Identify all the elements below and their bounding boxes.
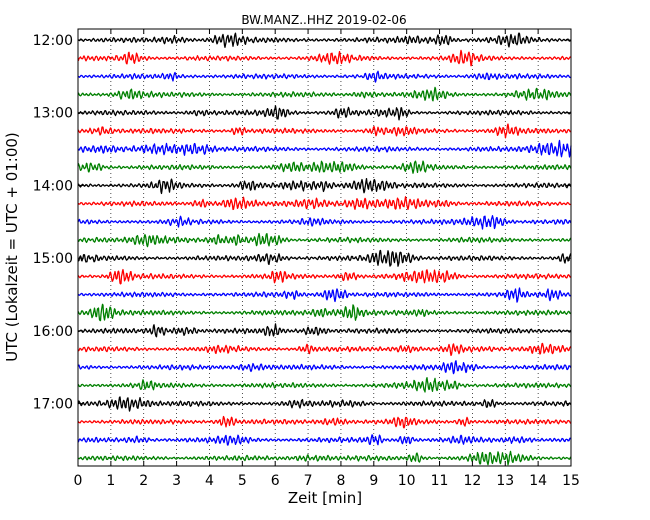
x-tick-label: 9 [369, 473, 378, 489]
y-tick-label: 13:00 [33, 106, 73, 122]
trace-line-1500 [77, 249, 572, 267]
x-tick-label: 3 [172, 473, 181, 489]
x-tick-label: 1 [106, 473, 115, 489]
trace-line-1430 [77, 215, 572, 230]
trace-line-1415 [77, 196, 572, 211]
x-axis-ticks: 0 1 2 3 4 5 6 7 8 9 10 11 12 13 14 15 [74, 29, 580, 489]
y-tick-label: 14:00 [33, 178, 73, 194]
x-tick-label: 12 [463, 473, 481, 489]
y-tick-label: 12:00 [33, 33, 73, 49]
trace-line-1230 [77, 70, 572, 83]
trace-line-1315 [77, 123, 572, 139]
trace-line-1730 [77, 434, 572, 446]
x-tick-label: 2 [139, 473, 148, 489]
trace-line-1615 [77, 342, 572, 357]
grid-lines [110, 29, 539, 466]
trace-line-1745 [77, 450, 572, 466]
x-tick-label: 15 [562, 473, 580, 489]
x-axis-label: Zeit [min] [288, 489, 362, 507]
y-axis-ticks: 12:00 13:00 14:00 15:00 16:00 17:00 [33, 33, 571, 413]
trace-line-1715 [77, 415, 572, 429]
x-tick-label: 4 [205, 473, 214, 489]
trace-line-1330 [77, 139, 572, 158]
y-axis-label: UTC (Lokalzeit = UTC + 01:00) [3, 132, 21, 362]
trace-line-1530 [77, 287, 572, 303]
trace-line-1200 [77, 32, 572, 48]
trace-line-1545 [77, 303, 572, 322]
trace-line-1700 [77, 396, 572, 412]
x-tick-label: 11 [431, 473, 449, 489]
trace-line-1630 [77, 360, 572, 375]
x-tick-label: 10 [398, 473, 416, 489]
x-tick-label: 13 [496, 473, 514, 489]
y-tick-label: 15:00 [33, 251, 73, 267]
seismic-traces [77, 32, 572, 466]
trace-line-1600 [77, 323, 572, 338]
y-tick-label: 17:00 [33, 397, 73, 413]
x-tick-label: 14 [529, 473, 547, 489]
plot-frame [77, 28, 572, 467]
chart-title: BW.MANZ..HHZ 2019-02-06 [241, 13, 406, 27]
x-tick-label: 7 [304, 473, 313, 489]
y-tick-label: 16:00 [33, 324, 73, 340]
trace-line-1245 [77, 86, 572, 102]
x-tick-label: 6 [271, 473, 280, 489]
trace-line-1400 [77, 177, 572, 195]
trace-line-1345 [77, 160, 572, 174]
x-tick-label: 0 [74, 473, 83, 489]
trace-line-1445 [77, 232, 572, 248]
trace-line-1215 [77, 49, 572, 67]
trace-line-1515 [77, 268, 572, 285]
x-tick-label: 8 [336, 473, 345, 489]
trace-line-1300 [77, 105, 572, 121]
x-tick-label: 5 [238, 473, 247, 489]
trace-line-1645 [77, 377, 572, 393]
